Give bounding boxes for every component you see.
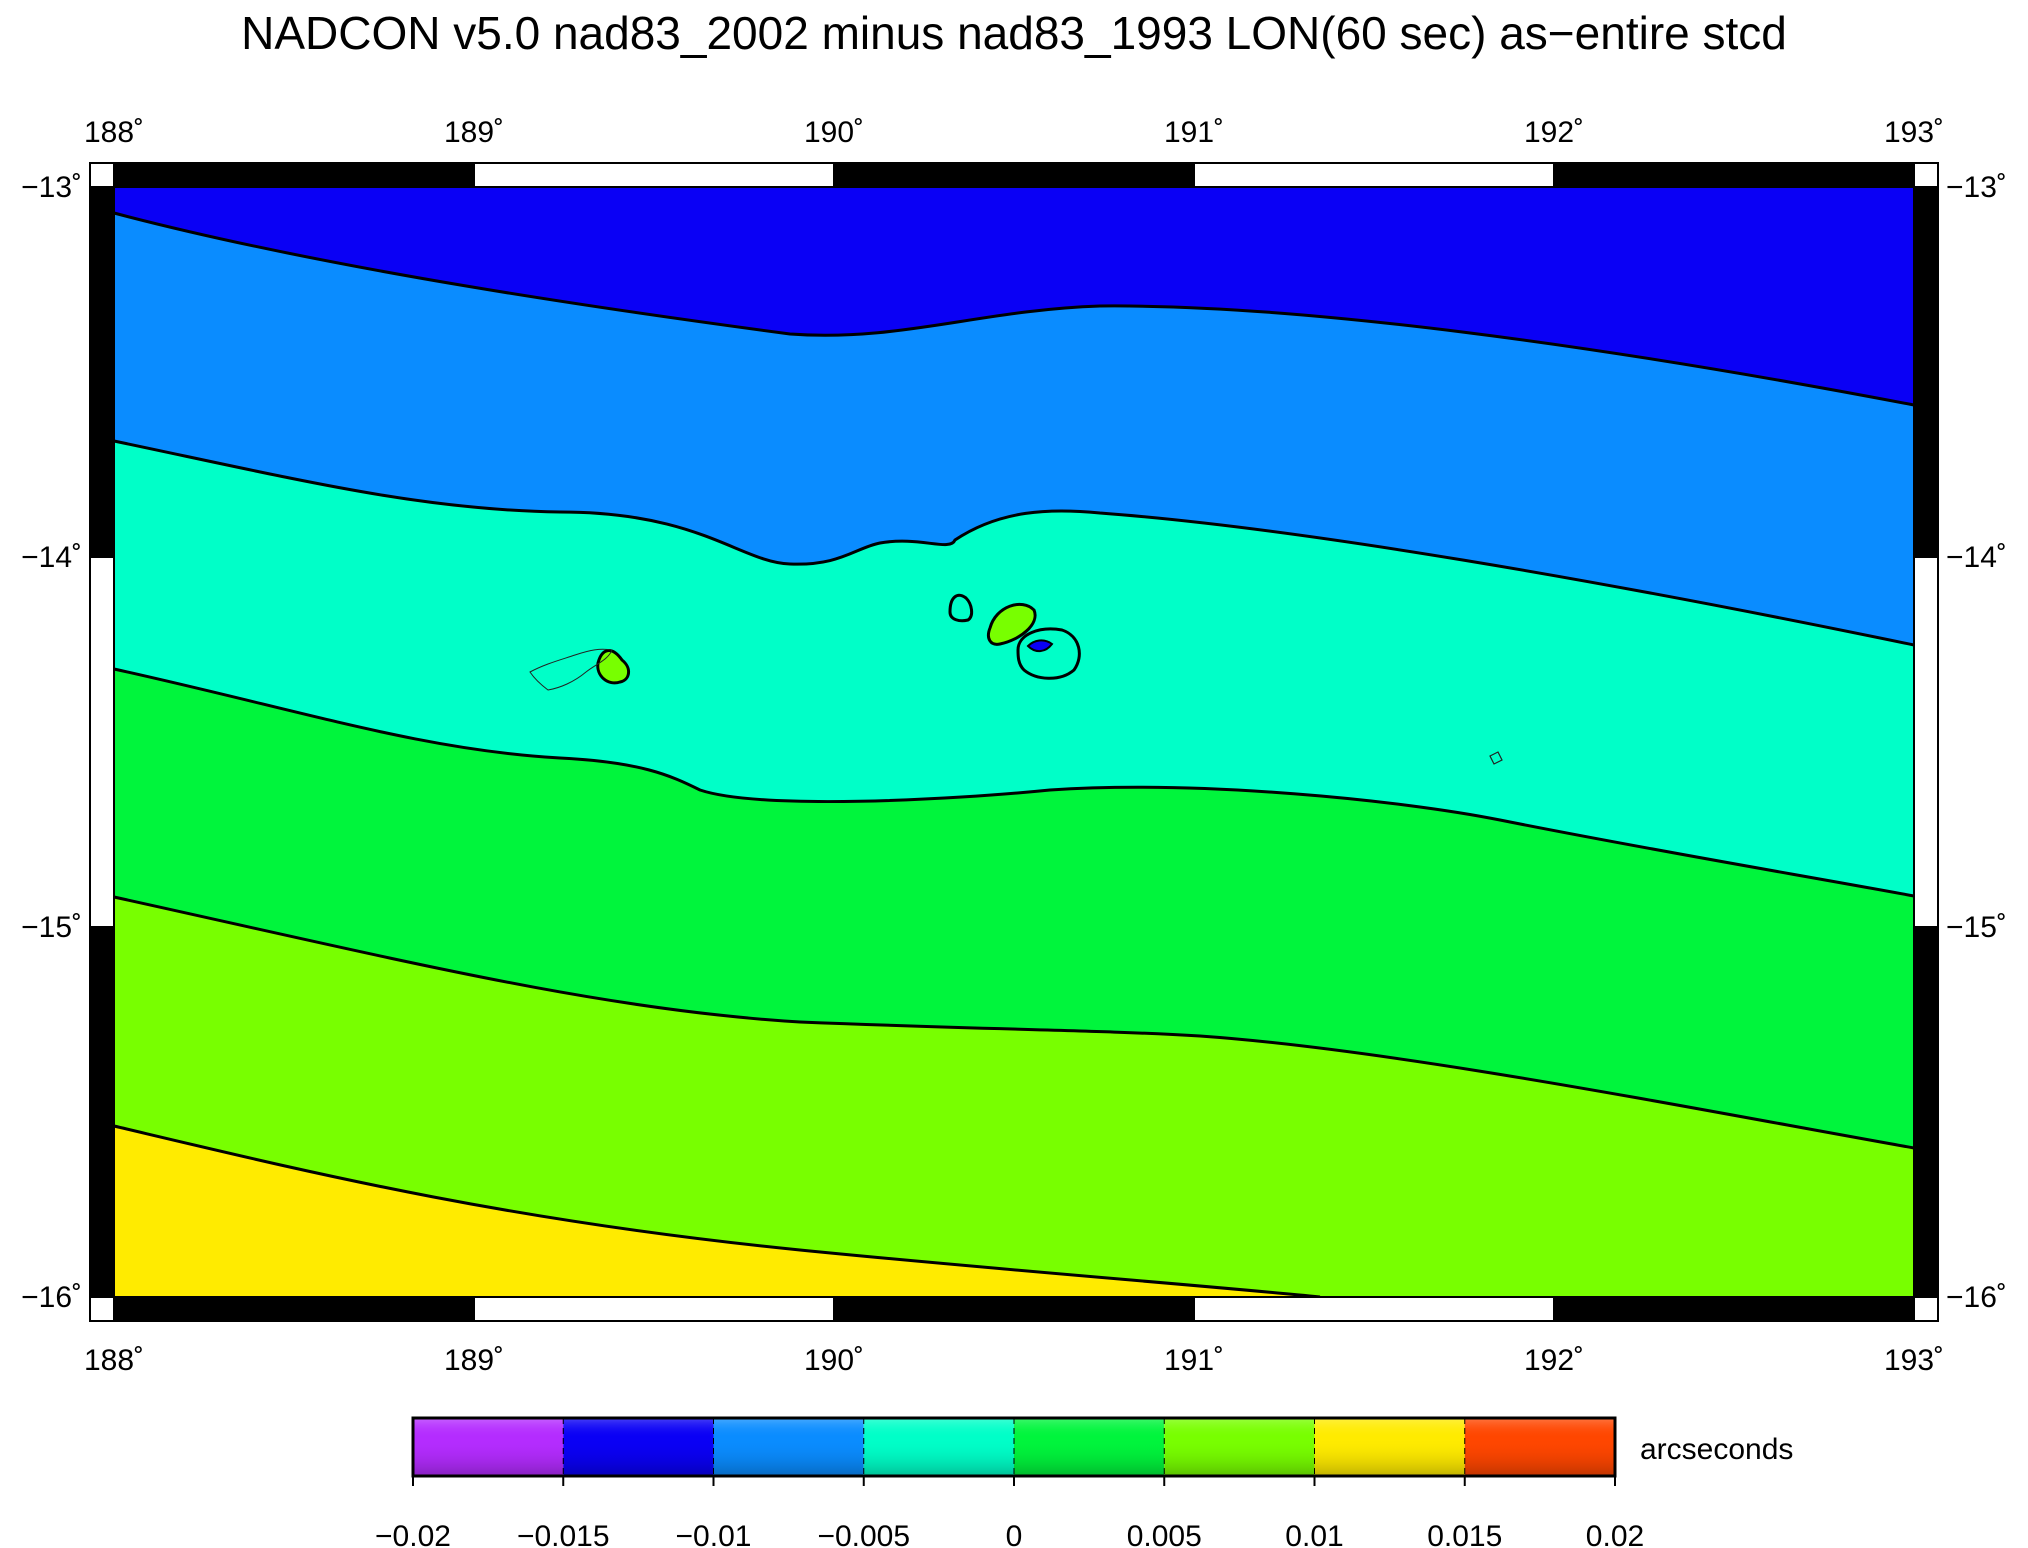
contour-line-5 bbox=[113, 1124, 1321, 1299]
frame-segment-right bbox=[1913, 186, 1939, 558]
frame-segment-bottom bbox=[1193, 1296, 1555, 1322]
frame-segment-left bbox=[89, 926, 115, 1298]
colorbar-tick-label: 0 bbox=[1006, 1520, 1023, 1548]
coastline-savaii bbox=[529, 648, 613, 691]
band-5 bbox=[114, 1126, 1320, 1297]
colorbar-swatch-shade bbox=[413, 1418, 564, 1476]
frame-corner bbox=[89, 1296, 115, 1322]
frame-segment-bottom bbox=[473, 1296, 835, 1322]
frame-segment-top bbox=[1193, 162, 1555, 188]
colorbar-tick-label: −0.02 bbox=[375, 1520, 451, 1548]
x-tick-label-bottom: 191˚ bbox=[1164, 1344, 1224, 1377]
anomaly-center-green bbox=[986, 602, 1037, 646]
frame-corner bbox=[1913, 162, 1939, 188]
frame-segment-bottom bbox=[833, 1296, 1195, 1322]
x-tick-label-bottom: 188˚ bbox=[84, 1344, 144, 1377]
y-tick-label-left: −14˚ bbox=[21, 541, 82, 574]
colorbar-swatch-shade bbox=[563, 1418, 714, 1476]
colorbar-tick-label: 0.01 bbox=[1285, 1520, 1343, 1548]
anomaly-center-small bbox=[948, 593, 974, 623]
y-tick-label-left: −16˚ bbox=[21, 1281, 82, 1314]
y-tick-label-right: −13˚ bbox=[1946, 171, 2007, 204]
colorbar-swatch-shade bbox=[1314, 1418, 1465, 1476]
x-tick-label-top: 188˚ bbox=[84, 116, 144, 149]
frame-corner bbox=[89, 162, 115, 188]
y-tick-label-right: −14˚ bbox=[1946, 541, 2007, 574]
colorbar-swatch-shade bbox=[1014, 1418, 1165, 1476]
frame-segment-top bbox=[1553, 162, 1915, 188]
colorbar-tick-label: −0.015 bbox=[517, 1520, 610, 1548]
y-tick-label-right: −16˚ bbox=[1946, 1281, 2007, 1314]
x-tick-label-bottom: 193˚ bbox=[1884, 1344, 1944, 1377]
frame-segment-right bbox=[1913, 556, 1939, 928]
x-tick-label-top: 193˚ bbox=[1884, 116, 1944, 149]
colorbar-tick-label: 0.015 bbox=[1427, 1520, 1502, 1548]
x-tick-label-bottom: 189˚ bbox=[444, 1344, 504, 1377]
frame-segment-top bbox=[833, 162, 1195, 188]
frame-segment-bottom bbox=[113, 1296, 475, 1322]
x-tick-label-top: 190˚ bbox=[804, 116, 864, 149]
y-tick-label-left: −13˚ bbox=[21, 171, 82, 204]
anomaly-east-blue bbox=[1016, 627, 1081, 680]
colorbar: −0.02 −0.015 −0.01 −0.005 0 0.005 0.01 0.015 0.0… bbox=[375, 1416, 1793, 1548]
frame-segment-left bbox=[89, 186, 115, 558]
coastline-rose-atoll bbox=[1489, 751, 1503, 765]
colorbar-tick-label: −0.005 bbox=[817, 1520, 910, 1548]
colorbar-tick-label: 0.005 bbox=[1127, 1520, 1202, 1548]
y-tick-label-right: −15˚ bbox=[1946, 911, 2007, 944]
anomaly-east-core bbox=[1026, 639, 1054, 652]
frame-corner bbox=[1913, 1296, 1939, 1322]
contour-line-4 bbox=[113, 895, 1915, 1150]
x-tick-label-top: 191˚ bbox=[1164, 116, 1224, 149]
frame-segment-top bbox=[473, 162, 835, 188]
contour-line-1 bbox=[113, 211, 1915, 407]
x-tick-label-top: 189˚ bbox=[444, 116, 504, 149]
colorbar-unit-label: arcseconds bbox=[1640, 1433, 1793, 1466]
x-tick-label-top: 192˚ bbox=[1524, 116, 1584, 149]
y-tick-label-left: −15˚ bbox=[21, 911, 82, 944]
x-tick-label-bottom: 190˚ bbox=[804, 1344, 864, 1377]
contour-line-3 bbox=[113, 667, 1915, 898]
contour-map bbox=[113, 187, 1915, 1299]
x-tick-label-bottom: 192˚ bbox=[1524, 1344, 1584, 1377]
axis-tick-labels: 188˚ 188˚ 189˚ 189˚ 190˚ 190˚ 191˚ 191˚ 192˚ 192˚… bbox=[21, 116, 2007, 1377]
colorbar-swatch-shade bbox=[863, 1418, 1014, 1476]
map-frame bbox=[89, 162, 1939, 1322]
colorbar-tick-label: −0.01 bbox=[676, 1520, 752, 1548]
map-title: NADCON v5.0 nad83_2002 minus nad83_1993 … bbox=[241, 7, 1787, 59]
colorbar-swatch-shade bbox=[1464, 1418, 1615, 1476]
frame-segment-left bbox=[89, 556, 115, 928]
colorbar-swatch-shade bbox=[1164, 1418, 1315, 1476]
colorbar-tick-label: 0.02 bbox=[1586, 1520, 1644, 1548]
frame-segment-top bbox=[113, 162, 475, 188]
colorbar-swatch-shade bbox=[713, 1418, 864, 1476]
contour-line-2 bbox=[113, 439, 1915, 647]
frame-segment-right bbox=[1913, 926, 1939, 1298]
band-4 bbox=[114, 897, 1914, 1297]
frame-segment-bottom bbox=[1553, 1296, 1915, 1322]
